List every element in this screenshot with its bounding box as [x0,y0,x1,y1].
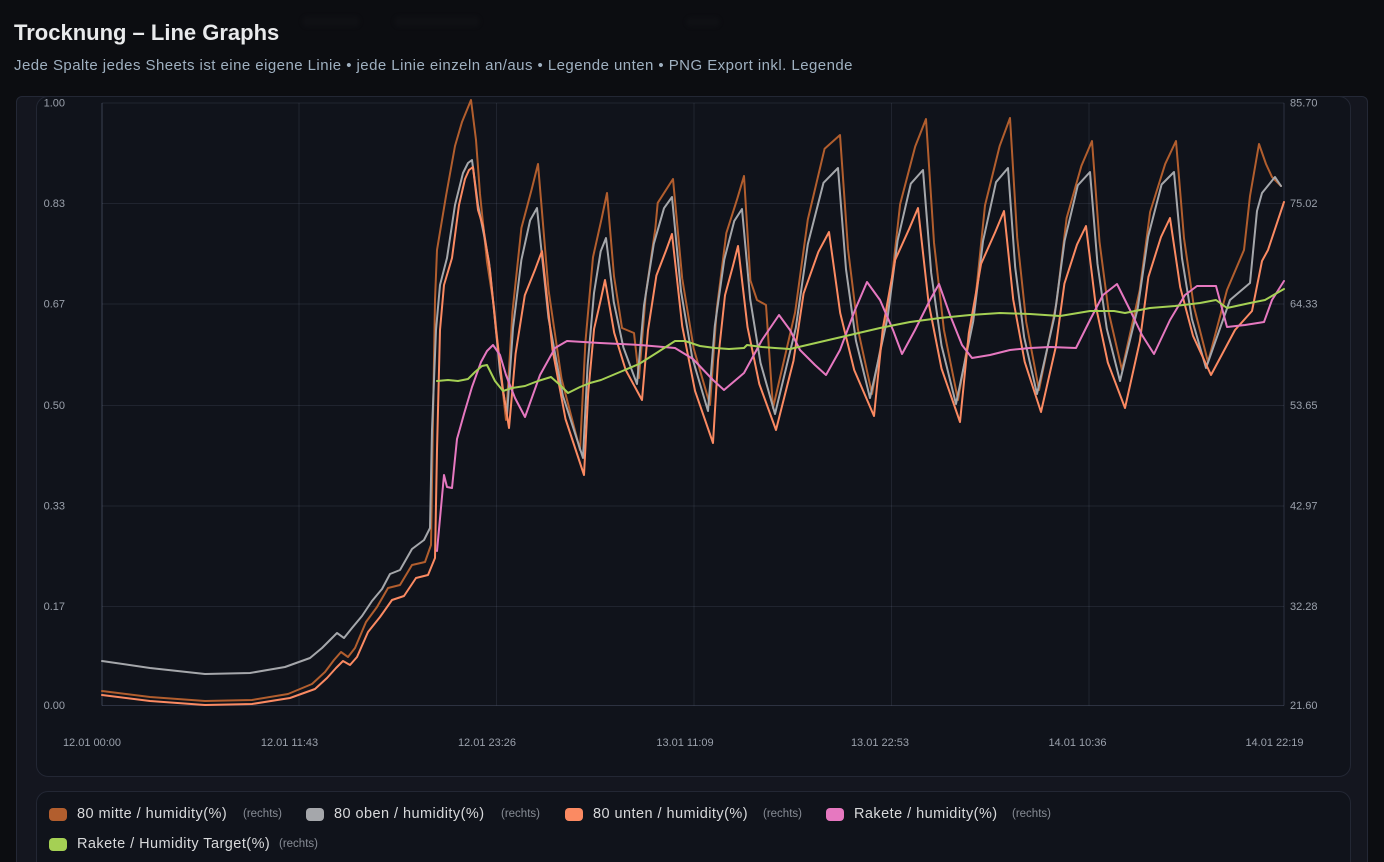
svg-text:14.01 10:36: 14.01 10:36 [1048,737,1106,749]
svg-text:0.00: 0.00 [44,700,65,712]
svg-text:21.60: 21.60 [1290,700,1318,712]
svg-text:12.01 00:00: 12.01 00:00 [63,737,121,749]
svg-text:64.33: 64.33 [1290,299,1318,311]
svg-text:13.01 22:53: 13.01 22:53 [851,737,909,749]
svg-text:12.01 11:43: 12.01 11:43 [261,737,318,749]
svg-text:13.01 11:09: 13.01 11:09 [656,737,713,749]
svg-text:0.33: 0.33 [44,501,65,513]
svg-text:0.83: 0.83 [44,198,65,210]
svg-text:1.00: 1.00 [44,98,65,110]
svg-text:0.67: 0.67 [44,299,65,311]
svg-text:75.02: 75.02 [1290,198,1318,210]
svg-text:53.65: 53.65 [1290,400,1318,412]
svg-text:85.70: 85.70 [1290,98,1318,110]
svg-text:0.17: 0.17 [44,601,65,613]
svg-text:32.28: 32.28 [1290,601,1318,613]
svg-text:0.50: 0.50 [44,400,65,412]
svg-text:14.01 22:19: 14.01 22:19 [1245,737,1303,749]
svg-text:42.97: 42.97 [1290,501,1318,513]
svg-text:12.01 23:26: 12.01 23:26 [458,737,516,749]
